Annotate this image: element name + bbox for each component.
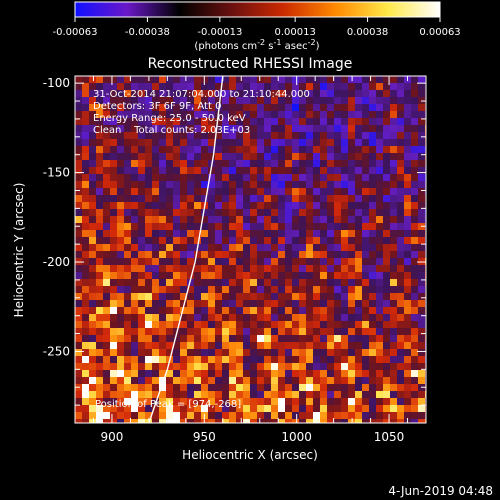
y-tick-label: -100 [43,76,70,90]
annotation-detectors: Detectors: 3F 6F 9F, Att 0 [93,101,221,112]
y-tick-label: -250 [43,344,70,358]
solar-limb-curve [148,76,224,423]
annotation-clean: Clean Total counts: 2.03E+03 [93,125,250,136]
x-tick-label: 1050 [374,430,405,444]
colorbar-tick-label: -0.00038 [125,27,170,38]
y-tick-label: -200 [43,255,70,269]
chart-title: Reconstructed RHESSI Image [148,56,353,72]
colorbar-tick-label: 0.00013 [274,27,315,38]
x-tick-label: 1000 [281,430,312,444]
colorbar-tick-label: 0.00038 [347,27,388,38]
annotation-peak: Position of Peak = [974,-268] [95,399,241,410]
y-tick-label: -150 [43,166,70,180]
colorbar-tick-label: -0.00063 [53,27,98,38]
heatmap [75,76,426,423]
colorbar-tick-label: 0.00063 [419,27,460,38]
colorbar-unit: (photons cm-2 s-1 asec-2) [194,38,319,52]
y-axis-label: Heliocentric Y (arcsec) [12,183,26,318]
annotations: 31-Oct-2014 21:07:04.000 to 21:10:44.000… [93,89,310,410]
plot-frame [74,75,427,424]
footer-date: 4-Jun-2019 04:48 [388,484,493,498]
annotation-time: 31-Oct-2014 21:07:04.000 to 21:10:44.000 [93,89,310,100]
axes: 900 950 1000 1050 -100 -150 -200 -250 [43,76,426,444]
x-tick-label: 950 [193,430,216,444]
annotation-energy: Energy Range: 25.0 - 50.0 keV [93,113,246,124]
x-tick-label: 900 [100,430,123,444]
colorbar-tick-label: -0.00013 [197,27,242,38]
colorbar-ticks: -0.00063 -0.00038 -0.00013 0.00013 0.00038 0.… [53,17,461,38]
x-axis-label: Heliocentric X (arcsec) [182,448,318,462]
colorbar [74,1,441,18]
